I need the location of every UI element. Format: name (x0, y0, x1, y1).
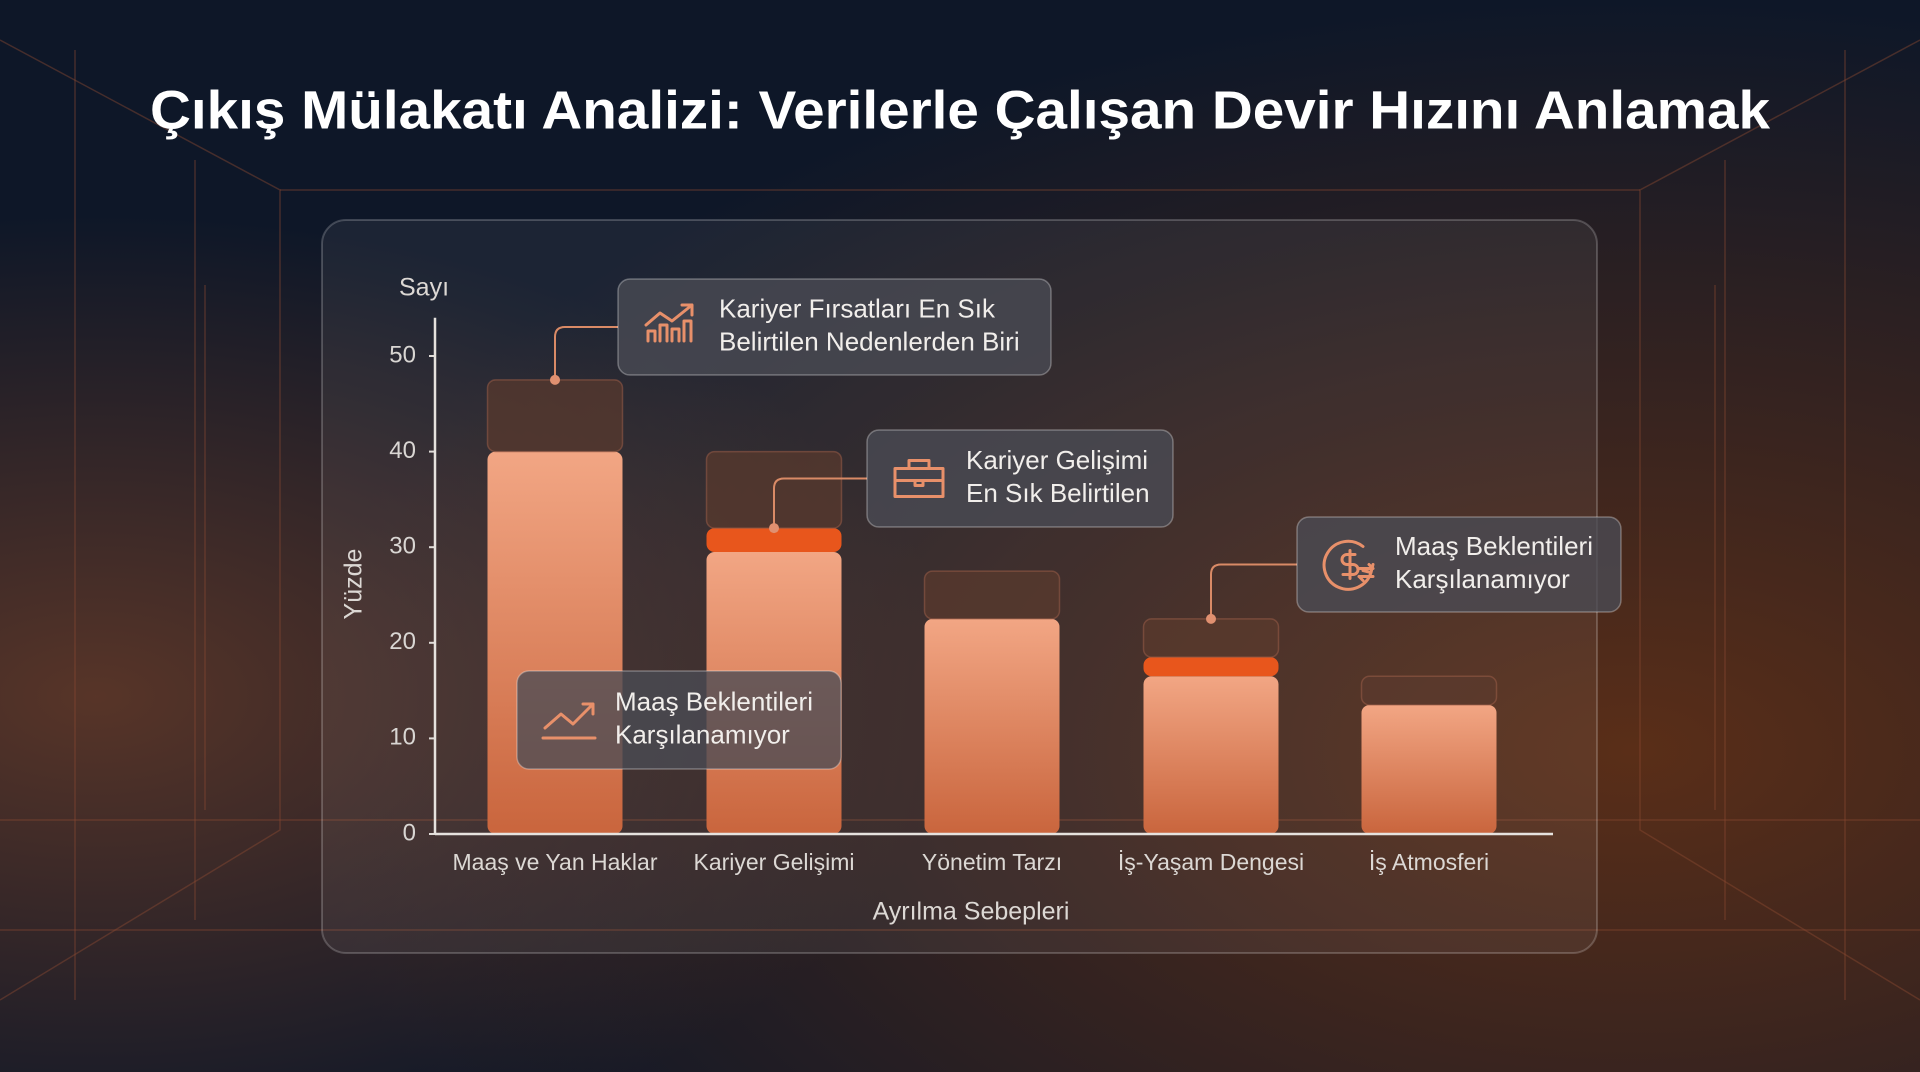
x-tick-label: Maaş ve Yan Haklar (453, 849, 658, 875)
annotation-connector (554, 326, 618, 380)
x-tick-label: İş-Yaşam Dengesi (1118, 849, 1304, 875)
annotation-icon (893, 459, 945, 498)
annotation-text: Kariyer Fırsatları En Sık (719, 293, 996, 323)
y-tick-label: 20 (389, 628, 416, 655)
annotation-text: Belirtilen Nedenlerden Biri (719, 326, 1020, 356)
y-axis-top-label: Sayı (399, 274, 449, 302)
annotation-text: Maaş Beklentileri (1395, 531, 1593, 561)
y-tick-label: 10 (389, 724, 416, 751)
annotation-box (1296, 516, 1622, 613)
annotation-icon (644, 303, 694, 343)
bar-segment (1360, 675, 1498, 706)
annotation-dot (1206, 613, 1216, 624)
bar-segment (706, 528, 842, 552)
x-axis-title: Ayrılma Sebepleri (873, 898, 1070, 926)
x-tick-label: Kariyer Gelişimi (693, 849, 854, 875)
bar-segment (923, 570, 1061, 620)
bar-segment (1143, 676, 1279, 834)
bar-segment (1143, 657, 1279, 677)
annotation-text: Karşılanamıyor (1395, 564, 1570, 594)
annotation-connector (1210, 563, 1297, 619)
annotation-box (866, 429, 1174, 528)
annotation-icon (1322, 539, 1375, 591)
bar-segment (486, 379, 624, 453)
annotation-text: Maaş Beklentileri (615, 686, 813, 716)
bar-segment (1142, 618, 1280, 658)
annotation-text: Kariyer Gelişimi (966, 445, 1148, 475)
annotation-connector (773, 477, 867, 529)
y-tick-label: 30 (389, 533, 416, 560)
x-tick-label: İş Atmosferi (1369, 849, 1489, 875)
annotation-box (617, 278, 1052, 376)
annotation-box (516, 670, 842, 770)
y-tick-label: 40 (389, 437, 416, 464)
bar-segment (924, 618, 1060, 834)
y-axis-title: Yüzde (340, 549, 368, 620)
x-tick-label: Yönetim Tarzı (922, 849, 1062, 875)
y-tick-label: 50 (389, 341, 416, 368)
y-tick-label: 0 (403, 819, 416, 846)
bar-segment (1361, 704, 1497, 834)
annotation-icon (541, 702, 597, 740)
annotation-text: En Sık Belirtilen (966, 478, 1150, 508)
annotation-dot (550, 374, 560, 385)
annotation-text: Karşılanamıyor (615, 719, 790, 749)
chart-title: Çıkış Mülakatı Analizi: Verilerle Çalışa… (150, 80, 1771, 140)
bar-segment (487, 451, 623, 834)
annotation-dot (769, 523, 779, 534)
